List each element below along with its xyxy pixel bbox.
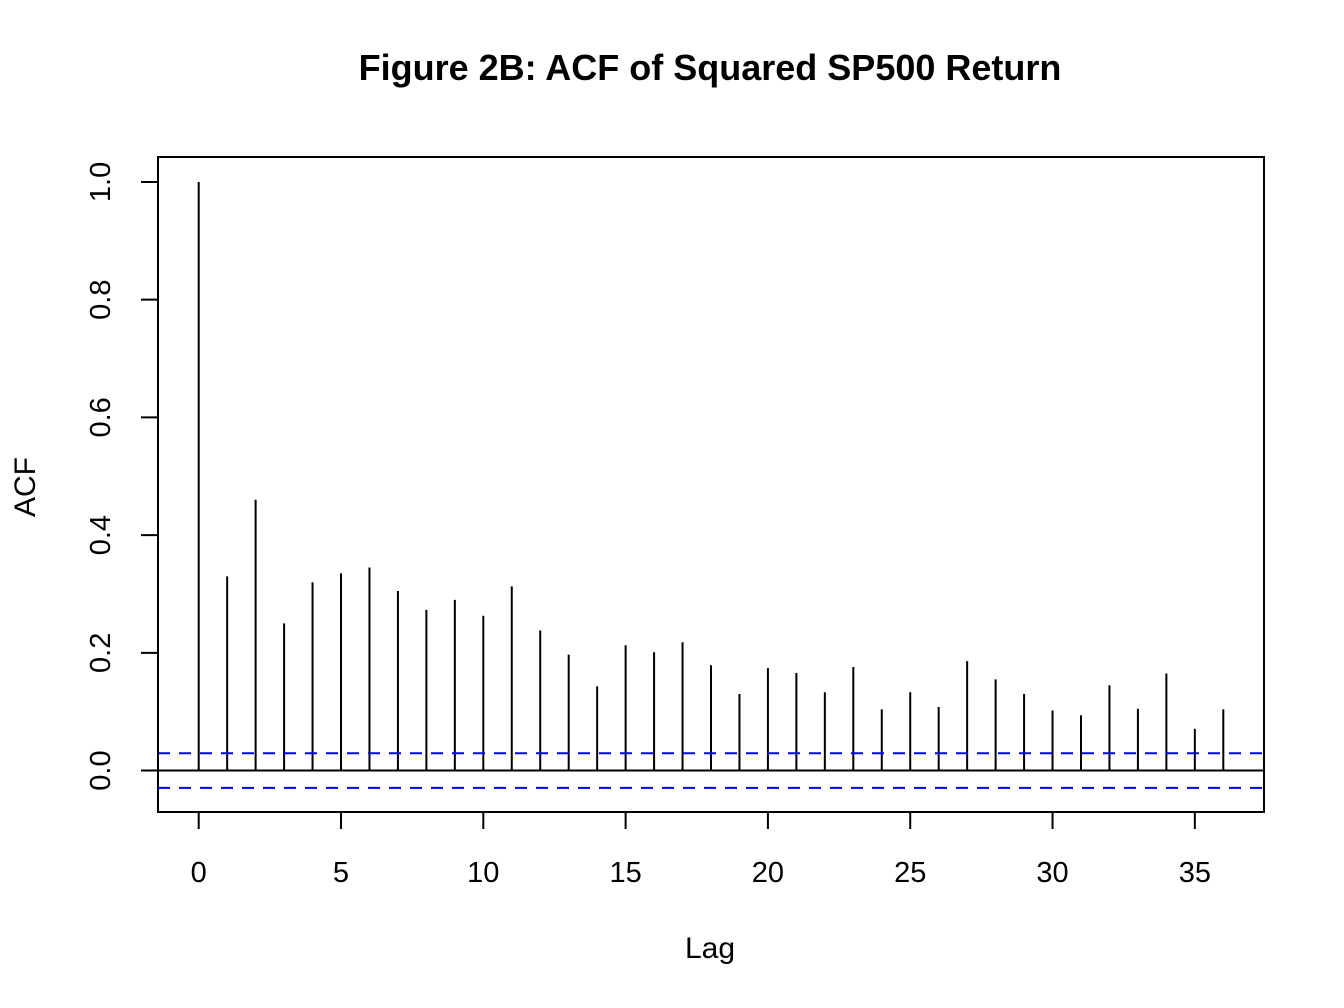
x-axis: 0 5 10 15 20 25 30 35 xyxy=(191,811,1211,889)
y-axis-label: ACF xyxy=(9,457,42,517)
y-axis: 0.0 0.2 0.4 0.6 0.8 1.0 xyxy=(85,162,159,791)
y-tick-label-5: 1.0 xyxy=(85,162,117,202)
y-tick-label-4: 0.8 xyxy=(85,280,117,320)
x-tick-label-35: 35 xyxy=(1179,857,1211,889)
y-tick-label-1: 0.2 xyxy=(85,633,117,673)
x-axis-label: Lag xyxy=(685,932,735,965)
y-tick-label-0: 0.0 xyxy=(85,750,117,790)
acf-spikes xyxy=(158,181,1264,772)
x-tick-label-25: 25 xyxy=(894,857,926,889)
x-tick-label-15: 15 xyxy=(609,857,641,889)
x-tick-label-5: 5 xyxy=(333,857,349,889)
chart-title: Figure 2B: ACF of Squared SP500 Return xyxy=(359,47,1062,88)
y-tick-label-3: 0.6 xyxy=(85,397,117,437)
x-tick-label-20: 20 xyxy=(752,857,784,889)
confidence-bounds xyxy=(158,752,1264,789)
x-tick-label-10: 10 xyxy=(467,857,499,889)
y-tick-label-2: 0.4 xyxy=(85,515,117,555)
x-tick-label-30: 30 xyxy=(1036,857,1068,889)
x-tick-label-0: 0 xyxy=(191,857,207,889)
